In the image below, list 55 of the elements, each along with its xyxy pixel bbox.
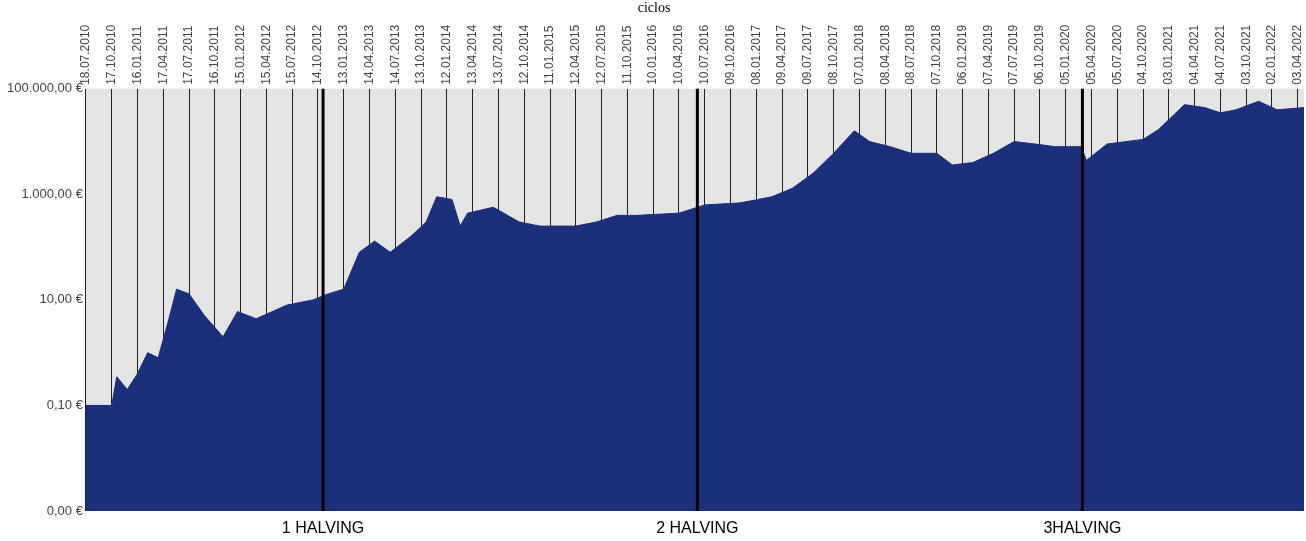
x-tick-label: 15.07.2012 xyxy=(284,24,299,85)
x-tick-label: 15.04.2012 xyxy=(258,24,273,85)
chart-title: ciclos xyxy=(637,0,671,16)
x-tick-label: 13.10.2013 xyxy=(413,24,428,85)
y-tick-label: 10,00 € xyxy=(39,291,84,307)
x-tick-label: 17.04.2011 xyxy=(155,25,170,85)
x-tick-label: 10.07.2016 xyxy=(697,24,712,85)
x-tick-label: 12.07.2015 xyxy=(593,24,608,85)
x-tick-label: 07.07.2019 xyxy=(1006,24,1021,85)
x-tick-label: 12.04.2015 xyxy=(568,24,583,85)
x-tick-label: 17.07.2011 xyxy=(181,25,196,85)
x-tick-label: 04.04.2021 xyxy=(1186,24,1201,85)
x-tick-label: 12.01.2014 xyxy=(439,24,454,85)
x-tick-label: 03.01.2021 xyxy=(1161,24,1176,85)
x-tick-label: 16.01.2011 xyxy=(129,25,144,85)
x-tick-label: 06.10.2019 xyxy=(1032,24,1047,85)
x-tick-label: 02.01.2022 xyxy=(1264,24,1279,85)
x-tick-label: 09.04.2017 xyxy=(774,24,789,85)
x-tick-label: 10.01.2016 xyxy=(645,24,660,85)
x-tick-label: 07.04.2019 xyxy=(980,24,995,85)
x-tick-label: 09.07.2017 xyxy=(800,24,815,85)
x-tick-label: 08.10.2017 xyxy=(825,24,840,85)
x-tick-label: 03.10.2021 xyxy=(1238,24,1253,85)
x-tick-label: 16.10.2011 xyxy=(207,25,222,85)
x-tick-label: 11.01.2015 xyxy=(542,25,557,85)
x-tick-label: 07.01.2018 xyxy=(851,24,866,85)
y-tick-label: 0,10 € xyxy=(46,397,84,413)
x-tick-label: 13.07.2014 xyxy=(490,24,505,85)
x-tick-label: 08.07.2018 xyxy=(903,24,918,85)
x-tick-label: 15.01.2012 xyxy=(232,24,247,85)
x-tick-label: 14.10.2012 xyxy=(310,24,325,85)
x-tick-label: 17.10.2010 xyxy=(104,24,118,85)
ref-line-label: 2 HALVING xyxy=(656,519,739,537)
y-tick-label: 1.000,00 € xyxy=(21,185,84,201)
x-tick-label: 05.07.2020 xyxy=(1109,24,1124,85)
x-tick-label: 08.01.2017 xyxy=(748,24,763,85)
x-tick-label: 14.07.2013 xyxy=(387,24,402,85)
x-tick-label: 05.01.2020 xyxy=(1058,24,1073,85)
x-tick-label: 13.01.2013 xyxy=(336,24,351,85)
x-tick-label: 13.04.2014 xyxy=(464,24,479,85)
ref-line-label: 1 HALVING xyxy=(281,519,365,537)
x-tick-label: 11.10.2015 xyxy=(619,25,634,85)
y-tick-label: 0,00 € xyxy=(46,502,84,518)
x-tick-label: 08.04.2018 xyxy=(877,24,892,85)
x-tick-label: 10.04.2016 xyxy=(671,24,686,85)
x-tick-label: 03.04.2022 xyxy=(1290,24,1305,85)
x-tick-label: 06.01.2019 xyxy=(954,24,969,85)
x-tick-label: 05.04.2020 xyxy=(1083,24,1098,85)
x-tick-label: 07.10.2018 xyxy=(929,24,944,85)
ref-line-label: 3HALVING xyxy=(1043,519,1122,537)
x-tick-label: 12.10.2014 xyxy=(516,24,531,85)
x-tick-label: 04.10.2020 xyxy=(1135,24,1150,85)
x-tick-label: 14.04.2013 xyxy=(361,24,376,85)
x-tick-label: 09.10.2016 xyxy=(722,24,737,85)
x-tick-label: 04.07.2021 xyxy=(1212,24,1227,85)
